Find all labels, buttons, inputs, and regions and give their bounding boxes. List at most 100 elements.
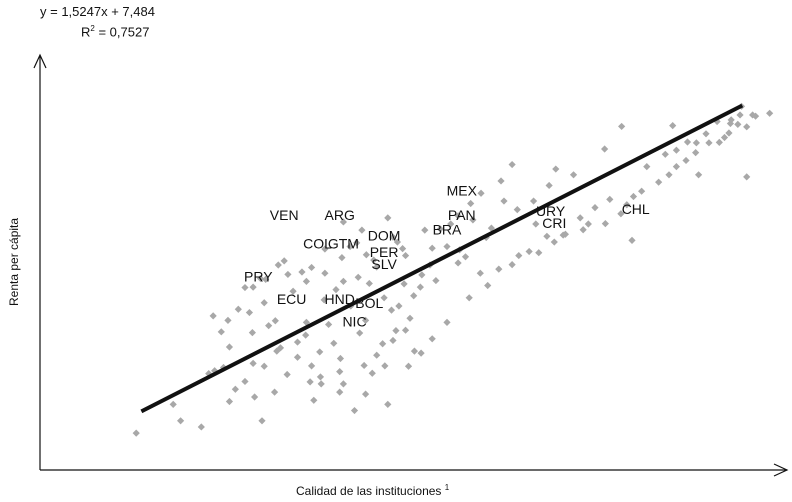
data-point xyxy=(370,256,378,264)
data-point xyxy=(606,195,614,203)
data-point xyxy=(743,173,751,181)
data-point xyxy=(211,367,219,375)
data-point xyxy=(256,274,265,283)
data-point xyxy=(248,329,256,337)
x-axis-label: Calidad de las instituciones 1 xyxy=(296,483,450,498)
data-point xyxy=(410,347,419,355)
data-point xyxy=(401,326,410,334)
data-point xyxy=(495,265,503,273)
data-point xyxy=(715,138,723,147)
country-label-cri: CRI xyxy=(542,215,566,231)
data-point xyxy=(289,287,297,295)
data-point xyxy=(727,116,735,124)
data-point xyxy=(601,145,609,153)
country-label-nic: NIC xyxy=(342,314,366,330)
data-point xyxy=(271,317,279,325)
data-point xyxy=(713,117,721,126)
data-point xyxy=(401,251,410,260)
data-point xyxy=(321,269,329,277)
data-point xyxy=(476,269,484,277)
data-point xyxy=(428,335,436,343)
data-point xyxy=(513,206,521,214)
data-point xyxy=(469,216,477,224)
data-point xyxy=(736,111,744,119)
data-point xyxy=(628,236,636,244)
data-point xyxy=(241,377,249,386)
data-point xyxy=(591,204,599,212)
data-point xyxy=(225,397,234,406)
country-label-ecu: ECU xyxy=(277,291,307,307)
data-point xyxy=(629,192,638,201)
data-point xyxy=(317,380,325,388)
data-point xyxy=(579,226,587,234)
data-point xyxy=(692,139,700,147)
data-point xyxy=(389,336,397,345)
data-point xyxy=(302,331,310,339)
data-point xyxy=(362,251,370,259)
data-point xyxy=(316,373,325,381)
data-point xyxy=(443,242,451,251)
data-point xyxy=(638,187,646,195)
country-label-bra: BRA xyxy=(433,221,462,237)
country-label-dom: DOM xyxy=(368,227,401,243)
data-point xyxy=(381,362,389,370)
data-point xyxy=(436,225,444,233)
y-axis-label: Renta per cápita xyxy=(7,217,21,306)
data-point xyxy=(672,146,680,154)
data-point xyxy=(249,359,257,367)
data-point xyxy=(428,244,436,252)
data-point xyxy=(417,349,425,357)
data-point xyxy=(725,129,733,137)
data-point xyxy=(205,370,213,378)
country-label-gtm: GTM xyxy=(328,236,359,252)
data-point xyxy=(358,226,366,234)
data-point xyxy=(461,253,470,261)
data-point xyxy=(601,219,609,228)
data-point xyxy=(655,178,663,186)
data-point xyxy=(432,276,440,285)
country-label-slv: SLV xyxy=(371,256,397,272)
data-point xyxy=(672,163,680,171)
data-point xyxy=(283,370,291,379)
data-point xyxy=(443,318,451,326)
data-point xyxy=(525,247,533,256)
country-label-per: PER xyxy=(370,244,399,260)
data-point xyxy=(224,316,232,324)
data-point xyxy=(395,302,403,310)
data-point xyxy=(209,312,217,320)
data-point xyxy=(379,340,387,348)
trend-equation: y = 1,5247x + 7,484 xyxy=(40,4,155,19)
data-point xyxy=(447,220,455,228)
trend-line xyxy=(140,103,744,414)
data-point xyxy=(550,238,558,246)
data-point xyxy=(245,308,254,317)
data-point xyxy=(336,354,345,363)
y-axis-arrow xyxy=(33,53,47,69)
data-point xyxy=(618,122,626,131)
data-point xyxy=(392,327,400,335)
data-point xyxy=(532,220,540,228)
data-point xyxy=(665,171,673,179)
data-point xyxy=(360,361,368,370)
data-point xyxy=(217,328,225,336)
data-point xyxy=(387,306,396,314)
data-point xyxy=(298,268,306,276)
data-point xyxy=(515,251,523,260)
data-point xyxy=(346,242,354,251)
data-point xyxy=(368,369,376,377)
data-point xyxy=(552,165,560,173)
data-point xyxy=(350,406,359,415)
r-squared: R2 = 0,7527 xyxy=(81,24,150,40)
data-point xyxy=(766,109,774,117)
data-point xyxy=(262,275,270,283)
data-point xyxy=(751,112,760,120)
data-point xyxy=(477,189,485,197)
country-label-col: COL xyxy=(303,236,332,252)
data-point xyxy=(465,294,473,302)
data-point xyxy=(384,400,392,408)
data-point xyxy=(702,130,710,138)
data-point xyxy=(720,133,729,142)
data-point xyxy=(410,292,418,300)
data-point xyxy=(302,277,310,285)
